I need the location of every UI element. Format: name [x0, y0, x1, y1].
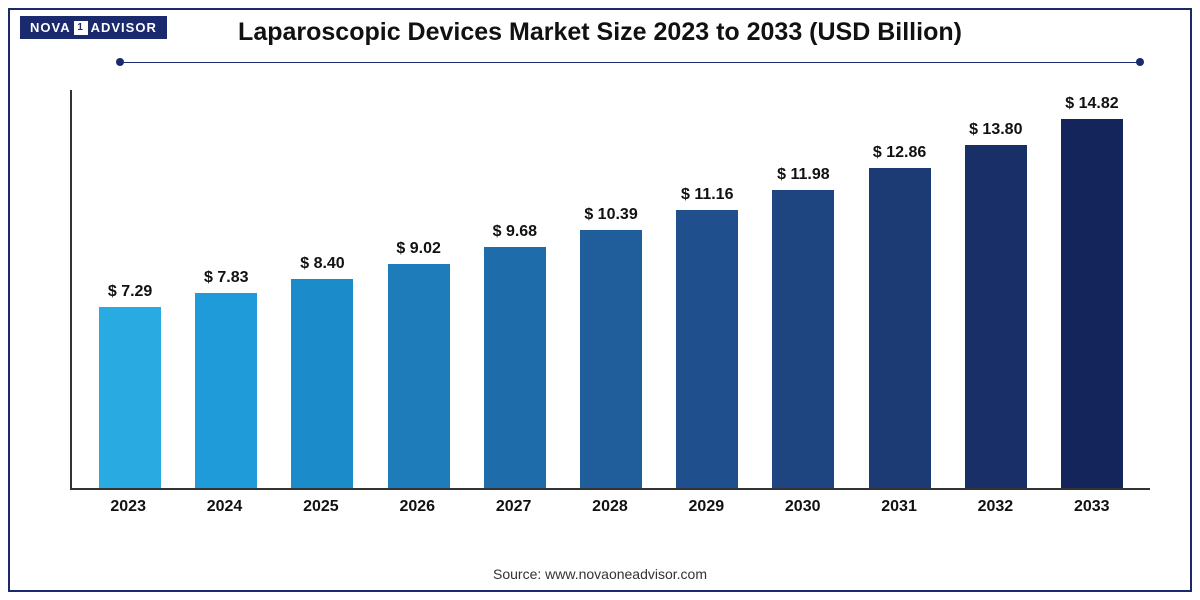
bar-wrap: $ 11.98 [755, 90, 851, 488]
bar-value-label: $ 13.80 [969, 121, 1022, 139]
plot-area: $ 7.29 $ 7.83 $ 8.40 $ 9.02 $ 9.68 $ 10.39 $ 1… [70, 90, 1150, 490]
bar-wrap: $ 10.39 [563, 90, 659, 488]
x-tick-label: 2031 [851, 490, 947, 520]
chart-title: Laparoscopic Devices Market Size 2023 to… [0, 18, 1200, 47]
x-tick-label: 2029 [658, 490, 754, 520]
bar-wrap: $ 8.40 [274, 90, 370, 488]
bar-value-label: $ 9.02 [396, 240, 440, 258]
x-axis: 2023202420252026202720282029203020312032… [70, 490, 1150, 520]
x-tick-label: 2033 [1044, 490, 1140, 520]
bar-value-label: $ 14.82 [1065, 95, 1118, 113]
bar-value-label: $ 11.16 [681, 186, 734, 204]
bar-value-label: $ 8.40 [300, 255, 344, 273]
bar-value-label: $ 10.39 [584, 206, 637, 224]
bar [772, 190, 834, 488]
bar-wrap: $ 14.82 [1044, 90, 1140, 488]
title-divider [120, 62, 1140, 63]
bar [99, 307, 161, 488]
bar-wrap: $ 11.16 [659, 90, 755, 488]
bar-wrap: $ 9.02 [371, 90, 467, 488]
x-tick-label: 2030 [755, 490, 851, 520]
source-text: Source: www.novaoneadvisor.com [0, 566, 1200, 582]
bar [291, 279, 353, 488]
bar-wrap: $ 12.86 [852, 90, 948, 488]
x-tick-label: 2028 [562, 490, 658, 520]
bar-value-label: $ 9.68 [493, 223, 537, 241]
bar-value-label: $ 7.29 [108, 283, 152, 301]
bar-wrap: $ 9.68 [467, 90, 563, 488]
x-tick-label: 2032 [947, 490, 1043, 520]
bar-value-label: $ 12.86 [873, 144, 926, 162]
bar-wrap: $ 7.83 [178, 90, 274, 488]
bar [195, 293, 257, 488]
x-tick-label: 2024 [176, 490, 272, 520]
bar-wrap: $ 7.29 [82, 90, 178, 488]
bar-wrap: $ 13.80 [948, 90, 1044, 488]
bar [580, 230, 642, 488]
bar-value-label: $ 11.98 [777, 166, 830, 184]
bar [965, 145, 1027, 488]
bar-value-label: $ 7.83 [204, 269, 248, 287]
x-tick-label: 2023 [80, 490, 176, 520]
x-tick-label: 2025 [273, 490, 369, 520]
bar [676, 210, 738, 488]
bar [484, 247, 546, 488]
chart-area: $ 7.29 $ 7.83 $ 8.40 $ 9.02 $ 9.68 $ 10.39 $ 1… [70, 90, 1150, 520]
bar [1061, 119, 1123, 488]
bar [869, 168, 931, 488]
bar [388, 264, 450, 488]
x-tick-label: 2027 [465, 490, 561, 520]
bars-container: $ 7.29 $ 7.83 $ 8.40 $ 9.02 $ 9.68 $ 10.39 $ 1… [72, 90, 1150, 488]
x-tick-label: 2026 [369, 490, 465, 520]
